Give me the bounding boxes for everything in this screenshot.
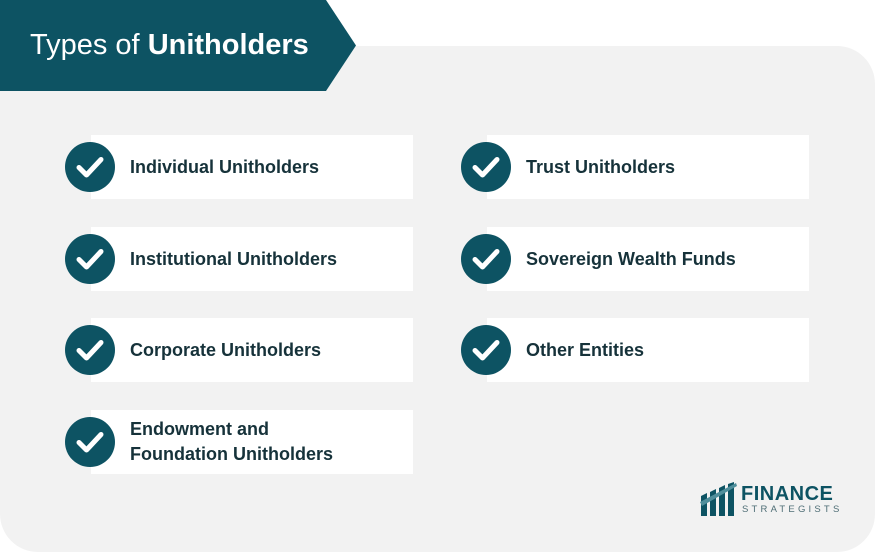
item-label: Individual Unitholders xyxy=(130,156,320,177)
item-label: Institutional Unitholders xyxy=(130,248,337,269)
finance-strategists-logo: FINANCE STRATEGISTS xyxy=(700,482,839,518)
banner-shape xyxy=(0,0,356,91)
title-banner: Types of Unitholders xyxy=(0,0,356,91)
finance-strategists-logo-icon xyxy=(700,482,737,516)
item-label: Trust Unitholders xyxy=(526,156,676,177)
check-circle-icon xyxy=(65,142,115,192)
logo-subtitle: STRATEGISTS xyxy=(742,504,843,515)
list-item: Institutional Unitholders xyxy=(65,227,413,291)
title-plain: Types of xyxy=(30,29,140,61)
check-circle-icon xyxy=(461,142,511,192)
check-circle-icon xyxy=(65,234,115,284)
logo-wordmark: FINANCE xyxy=(741,483,834,505)
list-item: Trust Unitholders xyxy=(461,135,809,199)
content-panel xyxy=(0,46,875,552)
item-label: Other Entities xyxy=(526,339,645,360)
check-circle-icon xyxy=(461,234,511,284)
check-circle-icon xyxy=(461,325,511,375)
page-title: Types of Unitholders xyxy=(30,26,309,64)
item-label: Corporate Unitholders xyxy=(130,339,322,360)
item-label: Sovereign Wealth Funds xyxy=(526,248,736,269)
list-item: Endowment and Foundation Unitholders xyxy=(65,410,413,474)
list-item: Individual Unitholders xyxy=(65,135,413,199)
list-item: Sovereign Wealth Funds xyxy=(461,227,809,291)
list-item: Corporate Unitholders xyxy=(65,318,413,382)
title-bold: Unitholders xyxy=(147,29,309,61)
list-item: Other Entities xyxy=(461,318,809,382)
item-label: Endowment and Foundation Unitholders xyxy=(130,419,333,464)
check-circle-icon xyxy=(65,325,115,375)
check-circle-icon xyxy=(65,417,115,467)
